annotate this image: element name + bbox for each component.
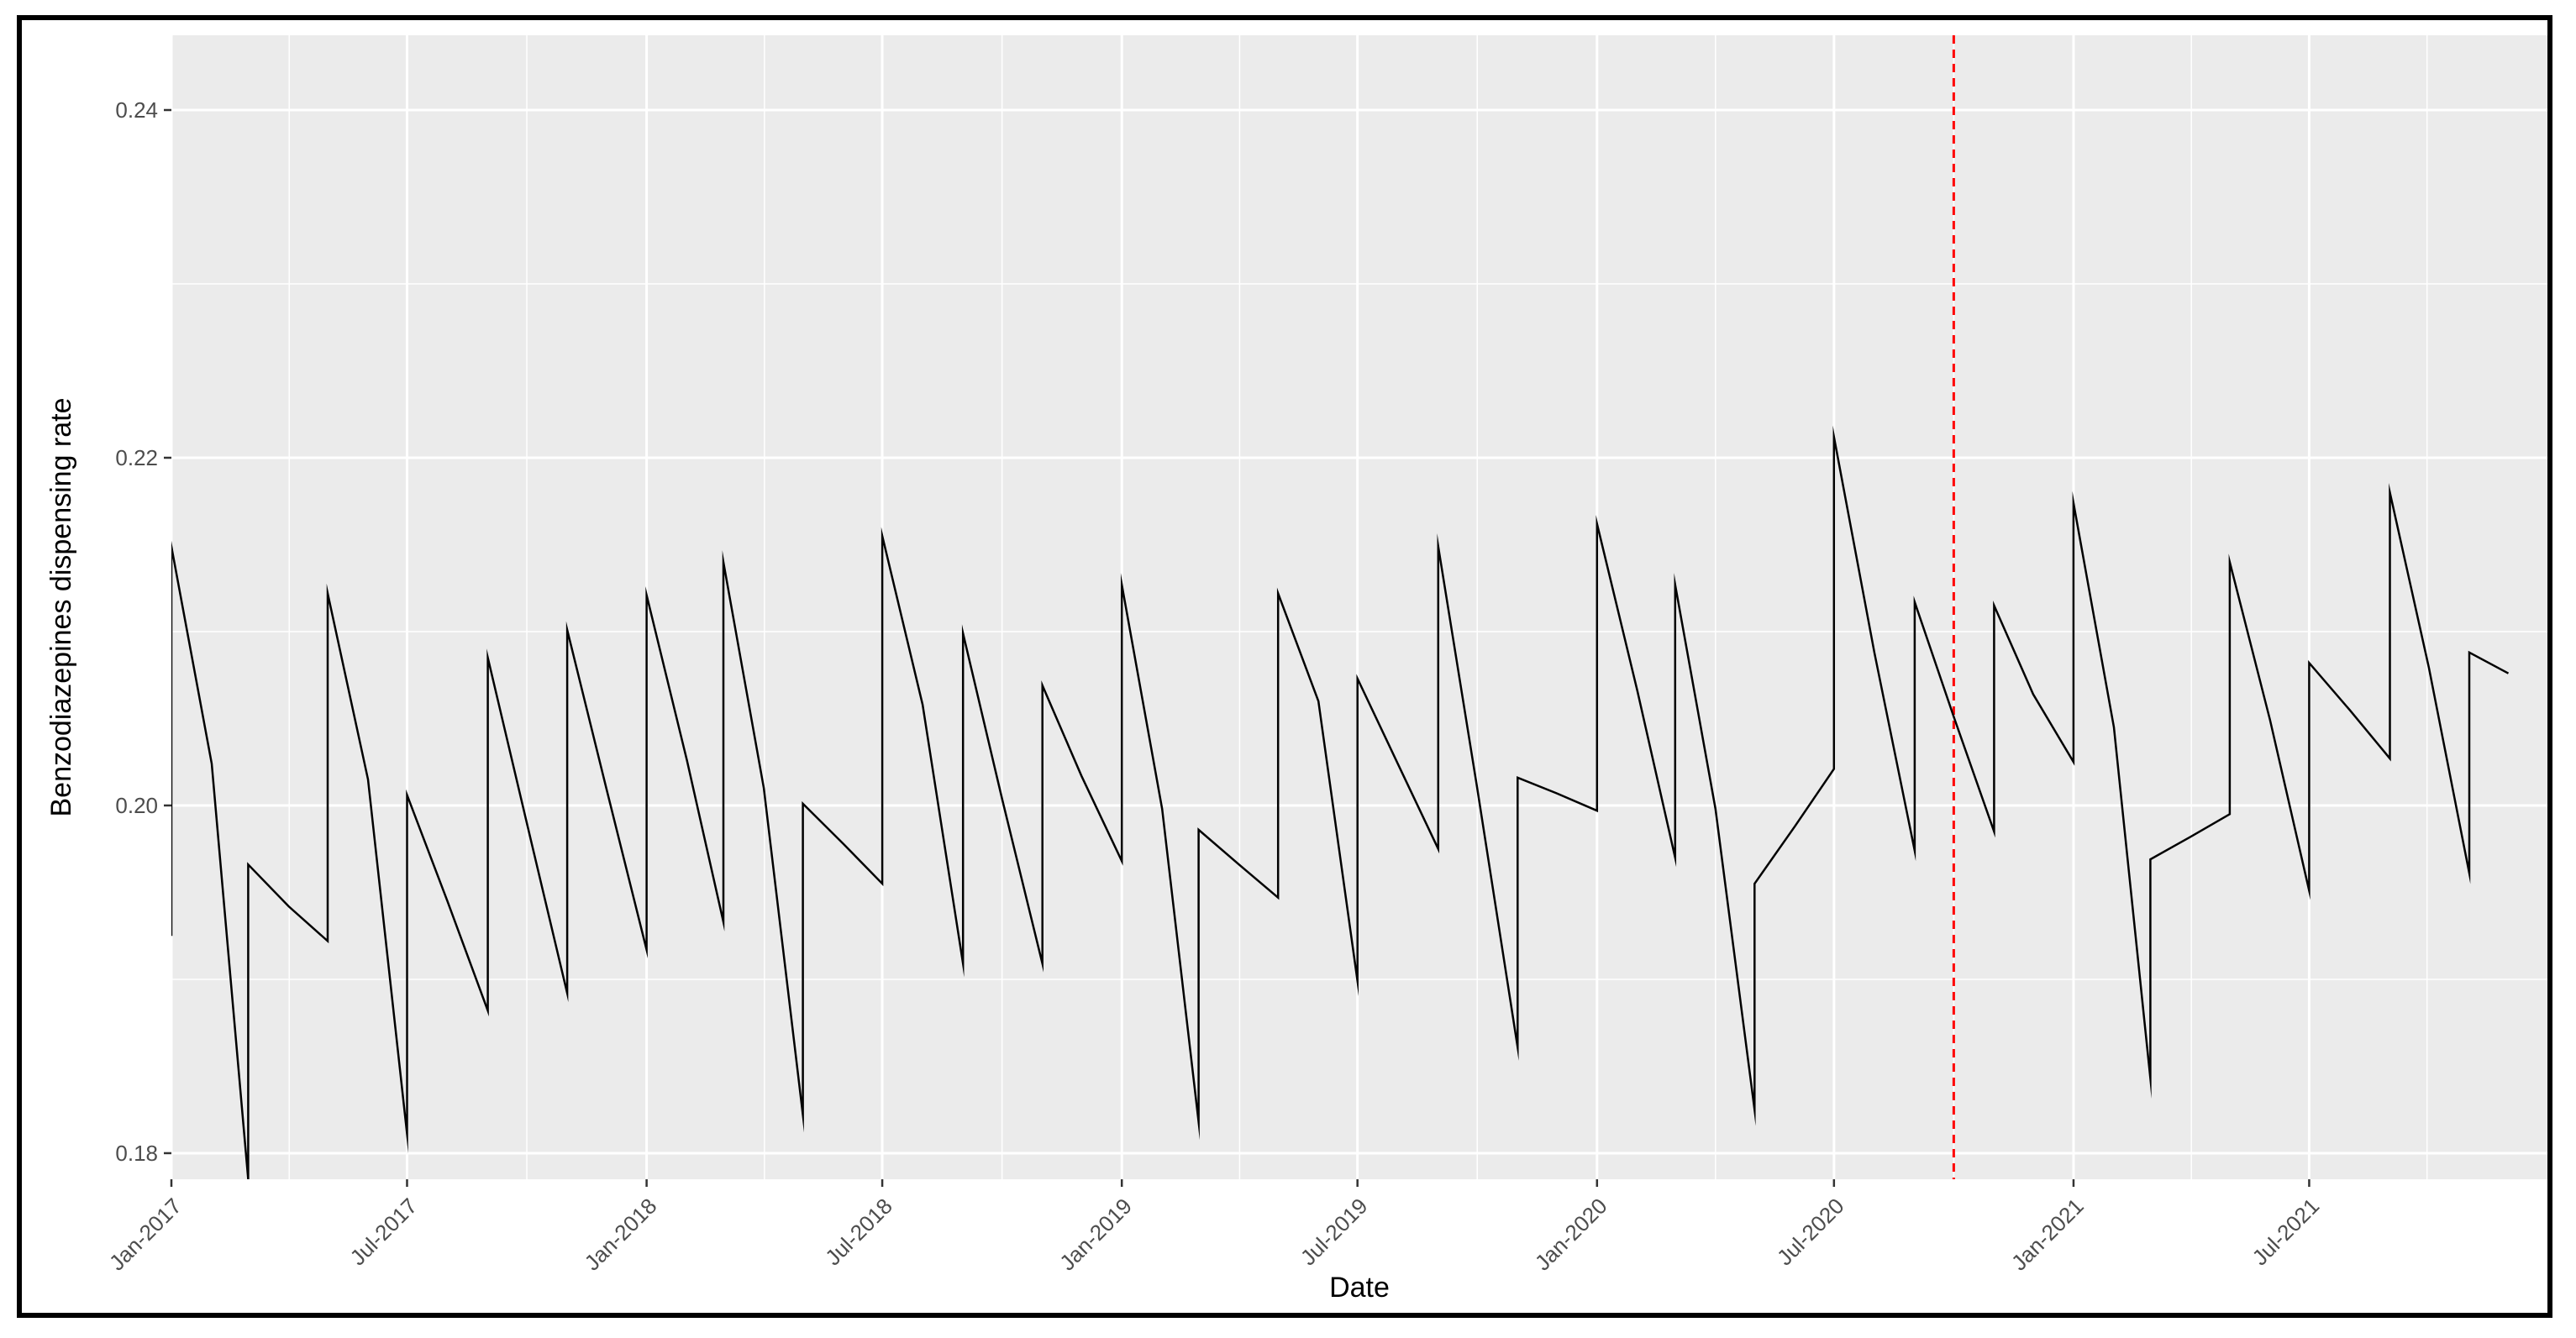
- series-line: [171, 425, 2510, 1179]
- x-tick-label: Jul-2021: [2247, 1194, 2325, 1271]
- y-tick-label: 0.20: [115, 793, 158, 818]
- y-tick-label: 0.18: [115, 1141, 158, 1166]
- x-tick-label: Jul-2018: [820, 1194, 897, 1271]
- x-tick-label: Jul-2020: [1772, 1194, 1849, 1271]
- y-tick-label: 0.24: [115, 97, 158, 123]
- x-axis-title: Date: [1329, 1272, 1390, 1304]
- chart-frame: Jan-2017 Jul-2017 Jan-2018 Jul-2018 Jan-2019…: [17, 15, 2552, 1318]
- x-tick-label: Jan-2020: [1530, 1194, 1612, 1276]
- axis-ticks: [164, 108, 2311, 1187]
- x-tick-label: Jul-2017: [345, 1194, 423, 1271]
- y-axis-title: Benzodiazepines dispensing rate: [45, 397, 77, 816]
- chart-svg: Jan-2017 Jul-2017 Jan-2018 Jul-2018 Jan-2019…: [45, 35, 2547, 1304]
- x-tick-label: Jan-2019: [1054, 1194, 1137, 1276]
- x-tick-labels: Jan-2017 Jul-2017 Jan-2018 Jul-2018 Jan-2019…: [104, 1194, 2324, 1276]
- y-tick-label: 0.22: [115, 445, 158, 470]
- x-tick-label: Jul-2019: [1296, 1194, 1373, 1271]
- x-tick-label: Jan-2021: [2006, 1194, 2089, 1276]
- x-tick-label: Jan-2018: [580, 1194, 662, 1276]
- y-tick-labels: 0.18 0.20 0.22 0.24: [115, 97, 158, 1166]
- x-tick-label: Jan-2017: [104, 1194, 187, 1276]
- series-layer: [171, 425, 2510, 1180]
